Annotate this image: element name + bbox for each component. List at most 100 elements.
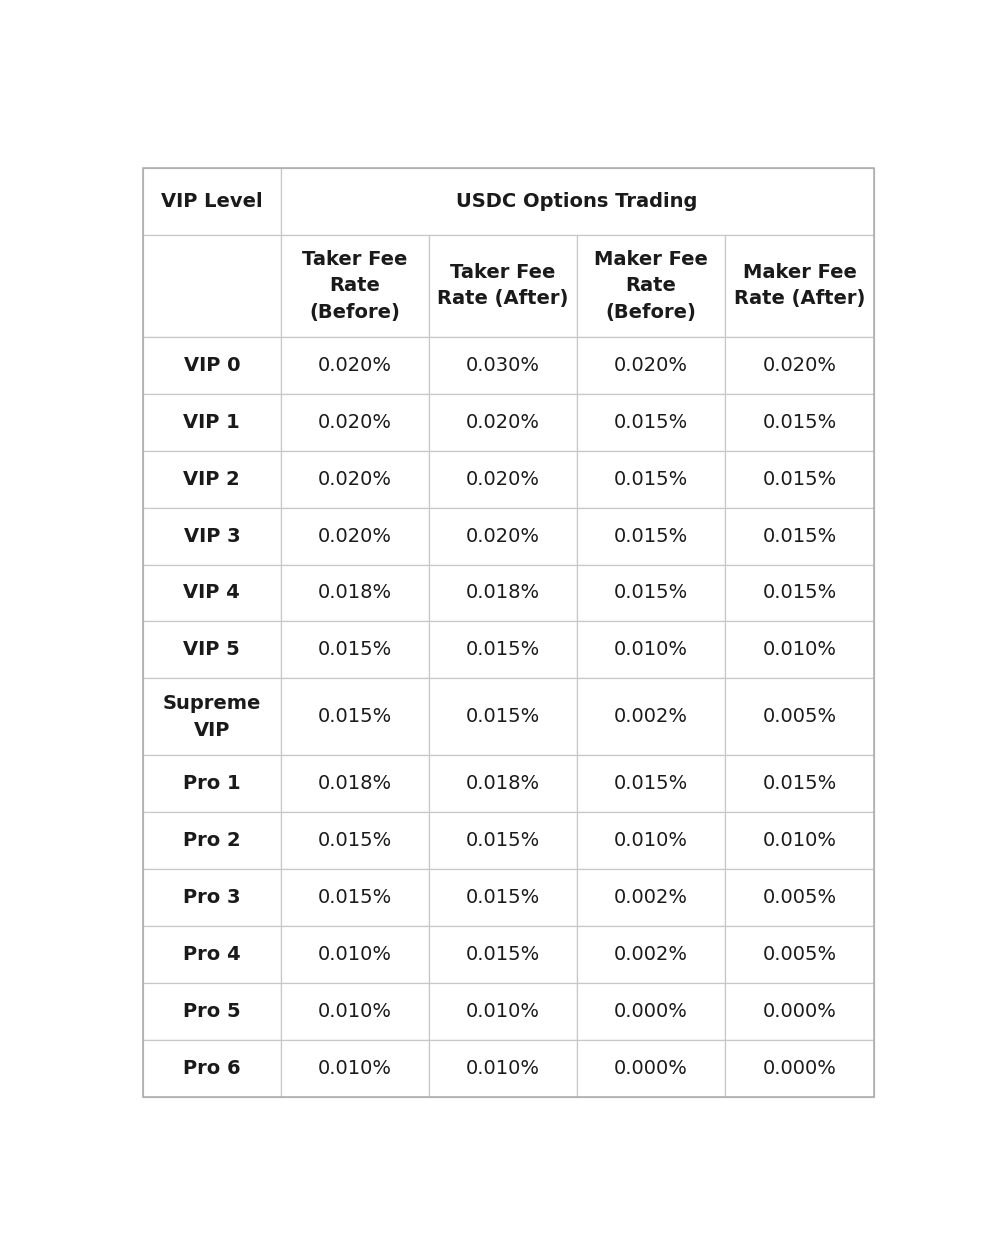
Bar — [725, 337, 874, 393]
Bar — [429, 234, 577, 337]
Text: 0.005%: 0.005% — [763, 888, 836, 908]
Bar — [577, 234, 725, 337]
Bar — [725, 926, 874, 983]
Bar — [143, 983, 281, 1040]
Bar — [429, 926, 577, 983]
Bar — [281, 507, 429, 565]
Bar — [429, 451, 577, 507]
Text: 0.000%: 0.000% — [763, 1002, 836, 1022]
Bar — [429, 507, 577, 565]
Bar — [143, 621, 281, 679]
Bar — [725, 507, 874, 565]
Bar — [281, 983, 429, 1040]
Bar — [281, 621, 429, 679]
Text: 0.020%: 0.020% — [763, 356, 836, 374]
Text: 0.000%: 0.000% — [763, 1059, 836, 1078]
Text: VIP 0: VIP 0 — [184, 356, 240, 374]
Text: 0.010%: 0.010% — [466, 1002, 540, 1022]
Bar — [143, 507, 281, 565]
Bar — [725, 983, 874, 1040]
Text: 0.015%: 0.015% — [317, 707, 392, 726]
Bar — [725, 869, 874, 926]
Bar — [577, 679, 725, 755]
Bar — [143, 565, 281, 621]
Text: 0.010%: 0.010% — [317, 945, 392, 964]
Bar — [429, 621, 577, 679]
Bar — [143, 337, 281, 393]
Text: 0.020%: 0.020% — [317, 356, 392, 374]
Text: Pro 5: Pro 5 — [184, 1002, 241, 1022]
Bar — [281, 926, 429, 983]
Text: 0.010%: 0.010% — [317, 1059, 392, 1078]
Bar — [577, 451, 725, 507]
Bar — [577, 983, 725, 1040]
Bar — [143, 926, 281, 983]
Bar — [143, 168, 281, 234]
Bar — [281, 565, 429, 621]
Text: VIP 3: VIP 3 — [184, 527, 240, 546]
Bar — [725, 1040, 874, 1097]
Bar — [577, 565, 725, 621]
Text: 0.015%: 0.015% — [614, 413, 688, 432]
Bar — [429, 983, 577, 1040]
Text: Pro 2: Pro 2 — [184, 831, 241, 850]
Text: 0.015%: 0.015% — [762, 413, 836, 432]
Text: 0.018%: 0.018% — [317, 774, 392, 794]
Text: 0.018%: 0.018% — [466, 774, 540, 794]
Text: 0.015%: 0.015% — [466, 888, 540, 908]
Bar — [577, 755, 725, 813]
Text: 0.000%: 0.000% — [614, 1059, 688, 1078]
Bar — [143, 1040, 281, 1097]
Text: 0.015%: 0.015% — [762, 470, 836, 488]
Text: 0.005%: 0.005% — [763, 707, 836, 726]
Bar — [577, 813, 725, 869]
Text: 0.010%: 0.010% — [763, 641, 836, 660]
Text: VIP 2: VIP 2 — [184, 470, 240, 488]
Text: Supreme
VIP: Supreme VIP — [163, 694, 261, 740]
Bar — [429, 813, 577, 869]
Text: 0.020%: 0.020% — [317, 527, 392, 546]
Text: 0.010%: 0.010% — [614, 641, 688, 660]
Bar — [281, 168, 874, 234]
Bar — [725, 393, 874, 451]
Bar — [725, 621, 874, 679]
Bar — [143, 393, 281, 451]
Bar — [281, 451, 429, 507]
Bar — [143, 451, 281, 507]
Bar — [143, 813, 281, 869]
Bar — [281, 679, 429, 755]
Bar — [577, 1040, 725, 1097]
Bar — [281, 813, 429, 869]
Text: 0.020%: 0.020% — [466, 527, 540, 546]
Bar — [429, 1040, 577, 1097]
Text: 0.020%: 0.020% — [466, 413, 540, 432]
Text: 0.018%: 0.018% — [466, 583, 540, 602]
Text: 0.010%: 0.010% — [614, 831, 688, 850]
Bar — [725, 679, 874, 755]
Text: USDC Options Trading: USDC Options Trading — [456, 192, 697, 210]
Bar — [725, 755, 874, 813]
Text: 0.015%: 0.015% — [466, 831, 540, 850]
Text: 0.020%: 0.020% — [317, 470, 392, 488]
Bar — [281, 1040, 429, 1097]
Text: Pro 1: Pro 1 — [184, 774, 241, 794]
Text: Pro 4: Pro 4 — [184, 945, 241, 964]
Text: 0.015%: 0.015% — [614, 527, 688, 546]
Text: 0.015%: 0.015% — [466, 945, 540, 964]
Text: Pro 6: Pro 6 — [184, 1059, 241, 1078]
Bar — [143, 755, 281, 813]
Bar — [281, 393, 429, 451]
Text: VIP Level: VIP Level — [161, 192, 263, 210]
Bar — [429, 755, 577, 813]
Text: 0.015%: 0.015% — [614, 774, 688, 794]
Bar — [281, 869, 429, 926]
Text: 0.015%: 0.015% — [762, 774, 836, 794]
Bar — [281, 755, 429, 813]
Bar — [429, 565, 577, 621]
Text: 0.030%: 0.030% — [466, 356, 540, 374]
Text: VIP 4: VIP 4 — [184, 583, 240, 602]
Text: 0.015%: 0.015% — [614, 583, 688, 602]
Text: 0.005%: 0.005% — [763, 945, 836, 964]
Text: 0.010%: 0.010% — [466, 1059, 540, 1078]
Bar — [577, 507, 725, 565]
